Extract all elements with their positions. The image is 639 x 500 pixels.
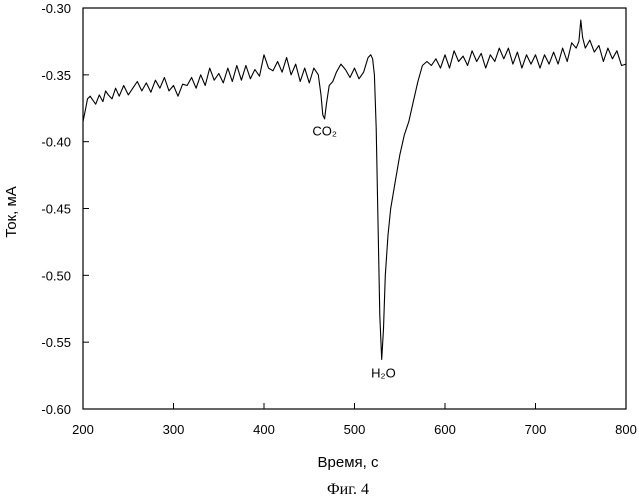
figure-caption: Фиг. 4 bbox=[327, 481, 369, 498]
y-tick-label: -0.35 bbox=[41, 68, 71, 83]
x-tick-label: 600 bbox=[434, 422, 456, 437]
peak-annotation: CO₂ bbox=[312, 124, 337, 139]
y-tick-label: -0.30 bbox=[41, 1, 71, 16]
x-tick-label: 800 bbox=[615, 422, 637, 437]
series-line bbox=[83, 20, 626, 360]
y-tick-label: -0.40 bbox=[41, 135, 71, 150]
x-tick-label: 200 bbox=[72, 422, 94, 437]
y-tick-label: -0.50 bbox=[41, 268, 71, 283]
x-tick-label: 300 bbox=[163, 422, 185, 437]
plot-area: 200300400500600700800 -0.30-0.35-0.40-0.… bbox=[41, 1, 636, 437]
y-tick-label: -0.45 bbox=[41, 202, 71, 217]
y-axis-title: Ток, мА bbox=[3, 186, 20, 238]
x-tick-label: 700 bbox=[525, 422, 547, 437]
y-tick-label: -0.55 bbox=[41, 335, 71, 350]
peak-annotation: H₂O bbox=[371, 366, 396, 381]
y-tick-label: -0.60 bbox=[41, 402, 71, 417]
x-axis-ticks: 200 300 400 500 600 700 800 bbox=[72, 403, 637, 437]
x-axis-title: Время, с bbox=[318, 454, 379, 471]
x-tick-label: 500 bbox=[344, 422, 366, 437]
x-tick-label: 400 bbox=[253, 422, 275, 437]
y-axis-ticks: -0.30 -0.35 -0.40 -0.45 -0.50 -0.55 -0.60 bbox=[41, 1, 89, 417]
